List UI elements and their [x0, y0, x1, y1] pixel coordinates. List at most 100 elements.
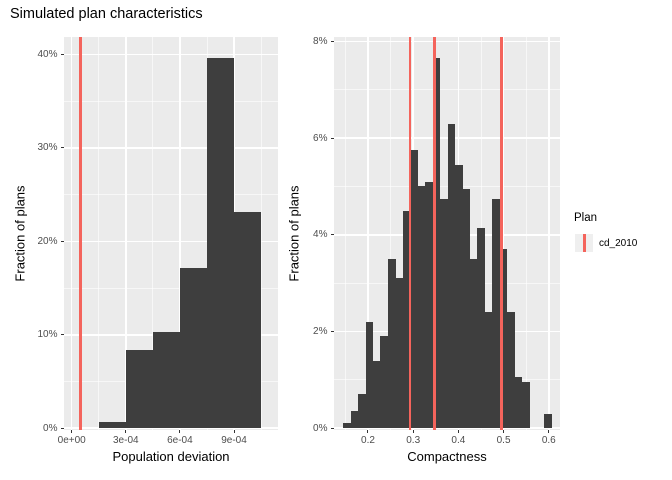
- gridline-y-major: [63, 53, 278, 56]
- histogram-panel-population-deviation: [63, 37, 278, 430]
- histogram-bar: [395, 278, 404, 429]
- histogram-bar: [425, 181, 433, 429]
- histogram-bar: [447, 123, 456, 429]
- x-axis-tick-label: 0e+00: [57, 434, 86, 446]
- x-axis-tick: [548, 430, 550, 433]
- histogram-bar: [410, 150, 418, 429]
- histogram-bar: [462, 188, 471, 429]
- gridline-x-major: [548, 37, 550, 430]
- y-axis-tick-label: 0%: [313, 422, 328, 434]
- reference-line-swatch: [582, 234, 586, 252]
- x-axis-tick: [71, 430, 73, 433]
- y-axis-tick: [60, 427, 64, 429]
- y-axis-tick: [60, 240, 64, 242]
- y-axis-title-left: Fraction of plans: [12, 185, 27, 282]
- histogram-bar: [179, 268, 208, 429]
- legend: Plan cd_2010: [573, 212, 637, 252]
- x-axis-tick: [125, 430, 127, 433]
- y-axis-tick-label: 6%: [313, 132, 328, 144]
- y-axis-tick-label: 4%: [313, 229, 328, 241]
- histogram-bar: [522, 382, 530, 429]
- gridline-y-minor: [63, 194, 278, 196]
- plot-title: Simulated plan characteristics: [10, 6, 203, 22]
- histogram-bar: [152, 331, 181, 429]
- x-axis-tick: [457, 430, 459, 433]
- legend-item: cd_2010: [573, 234, 637, 252]
- gridline-x-major: [70, 37, 73, 430]
- y-axis-tick: [330, 137, 334, 139]
- histogram-panel-compactness: [333, 37, 560, 430]
- gridline-x-major: [125, 37, 127, 430]
- x-axis-tick: [412, 430, 414, 433]
- y-axis-tick-label: 30%: [37, 142, 58, 154]
- histogram-bar: [477, 227, 486, 429]
- histogram-bar: [417, 186, 426, 429]
- histogram-bar: [387, 258, 396, 429]
- gridline-y-major: [63, 147, 278, 149]
- histogram-bar: [343, 423, 351, 429]
- gridline-y-major: [333, 137, 560, 139]
- histogram-bar: [454, 164, 463, 429]
- gridline-x-major: [179, 37, 181, 430]
- y-axis-tick-label: 2%: [313, 325, 328, 337]
- x-axis-title-compactness: Compactness: [407, 449, 487, 464]
- y-axis-tick: [330, 427, 334, 429]
- y-axis-tick: [60, 334, 64, 336]
- histogram-bar: [365, 321, 374, 429]
- y-axis-tick: [330, 234, 334, 236]
- x-axis-tick-label: 9e-04: [221, 434, 247, 446]
- histogram-bar: [372, 360, 381, 429]
- histogram-bar: [206, 58, 235, 429]
- x-axis-tick: [179, 430, 181, 433]
- reference-line: [500, 37, 503, 430]
- legend-item-label: cd_2010: [599, 237, 638, 249]
- histogram-bar: [544, 413, 553, 429]
- legend-title: Plan: [574, 212, 598, 224]
- histogram-bar: [484, 312, 493, 429]
- gridline-y-major: [63, 240, 278, 243]
- histogram-bar: [469, 258, 478, 429]
- gridline-y-minor: [63, 287, 278, 289]
- x-axis-tick-label: 6e-04: [167, 434, 193, 446]
- gridline-y-major: [63, 427, 278, 429]
- histogram-bar: [380, 336, 389, 429]
- gridline-y-minor: [333, 89, 560, 91]
- histogram-bar: [432, 58, 441, 429]
- x-axis-tick-label: 0.3: [406, 434, 421, 446]
- y-axis-tick: [330, 330, 334, 332]
- histogram-bar: [402, 210, 411, 429]
- histogram-bar: [440, 198, 448, 429]
- y-axis-tick-label: 40%: [37, 48, 58, 60]
- gridline-y-minor: [63, 100, 278, 102]
- y-axis-tick: [60, 53, 64, 55]
- reference-line: [433, 37, 436, 430]
- histogram-bar: [492, 198, 501, 429]
- histogram-bar: [234, 212, 262, 429]
- x-axis-tick-label: 0.5: [496, 434, 511, 446]
- y-axis-tick-label: 20%: [37, 235, 58, 247]
- x-axis-tick: [233, 430, 235, 433]
- x-axis-tick-label: 3e-04: [113, 434, 139, 446]
- histogram-bar: [98, 421, 127, 429]
- gridline-x-minor: [390, 37, 391, 430]
- gridline-y-major: [333, 40, 560, 43]
- y-axis-tick-label: 10%: [37, 329, 58, 341]
- x-axis-tick: [367, 430, 369, 433]
- gridline-x-minor: [525, 37, 527, 430]
- histogram-bar: [514, 377, 523, 429]
- histogram-bar: [507, 312, 515, 429]
- y-axis-tick-label: 8%: [313, 35, 328, 47]
- histogram-bar: [350, 411, 359, 429]
- y-axis-tick-label: 0%: [43, 422, 58, 434]
- histogram-bar: [125, 349, 154, 429]
- gridline-x-minor: [152, 37, 154, 430]
- gridline-y-minor: [333, 186, 560, 187]
- histogram-bar: [358, 394, 366, 429]
- gridline-x-minor: [344, 37, 346, 430]
- gridline-y-major: [333, 427, 560, 429]
- histogram-bar: [499, 249, 508, 429]
- legend-key: [575, 234, 593, 252]
- x-axis-tick-label: 0.4: [451, 434, 466, 446]
- reference-line: [408, 37, 412, 430]
